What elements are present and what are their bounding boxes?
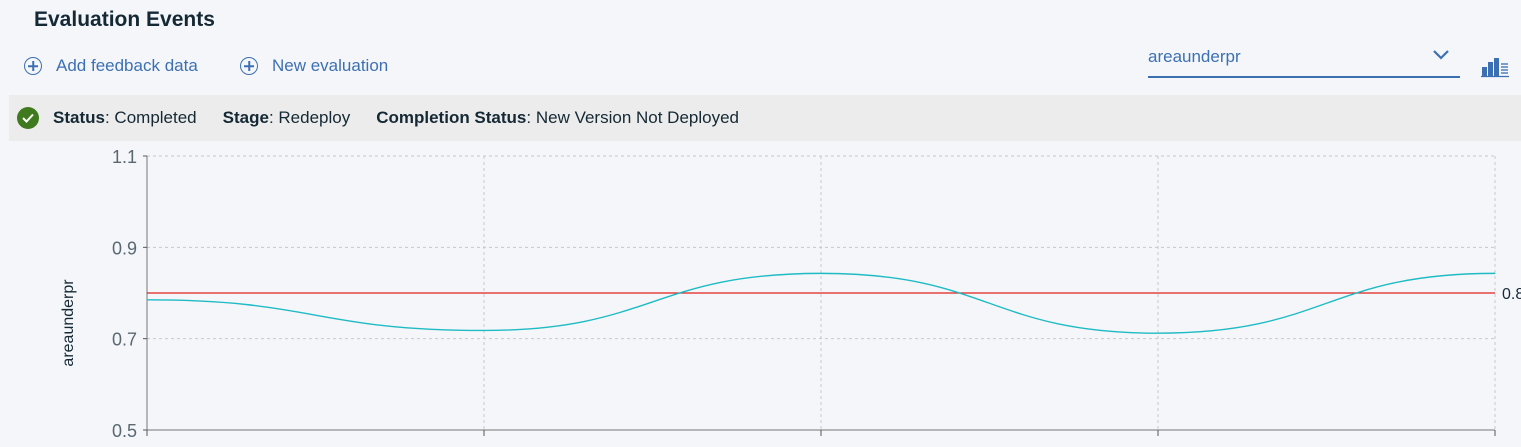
add-feedback-data-button[interactable]: Add feedback data (24, 54, 198, 78)
stage-key: Stage (222, 108, 269, 127)
y-tick-label: 0.9 (112, 238, 137, 258)
status-key: Status (53, 108, 105, 127)
y-tick-label: 0.7 (112, 330, 137, 350)
stage-value: Redeploy (278, 108, 351, 127)
bar-chart-icon[interactable] (1480, 56, 1510, 78)
y-tick-label: 0.5 (112, 421, 137, 441)
completion-status-field: Completion Status: New Version Not Deplo… (376, 108, 740, 127)
y-axis-label: areaunderpr (60, 279, 77, 367)
data-point (483, 329, 485, 331)
data-point (1157, 332, 1159, 334)
add-circle-icon (24, 57, 42, 75)
stage-field: Stage: Redeploy (222, 108, 351, 127)
y-tick-label: 1.1 (112, 150, 137, 167)
checkmark-icon (17, 107, 39, 129)
new-evaluation-label: New evaluation (272, 56, 389, 75)
threshold-label: 0.8 (1502, 286, 1521, 303)
status-value: Completed (114, 108, 197, 127)
data-point (146, 299, 148, 301)
chevron-down-icon (1433, 50, 1449, 60)
completion-status-value: New Version Not Deployed (535, 108, 740, 127)
data-point (1494, 272, 1496, 274)
completion-status-key: Completion Status (376, 108, 527, 127)
metric-dropdown[interactable]: areaunderpr (1148, 42, 1460, 78)
page-title: Evaluation Events (34, 8, 215, 31)
new-evaluation-button[interactable]: New evaluation (240, 54, 388, 78)
data-point (820, 272, 822, 274)
metric-dropdown-value: areaunderpr (1148, 47, 1241, 66)
add-feedback-data-label: Add feedback data (56, 56, 198, 75)
status-field: Status: Completed (53, 108, 197, 127)
add-circle-icon (240, 57, 258, 75)
status-bar: Status: Completed Stage: Redeploy Comple… (9, 95, 1521, 141)
evaluation-line-chart: 1.1 0.9 0.7 0.5 areaunderpr 0.8 (60, 150, 1521, 441)
